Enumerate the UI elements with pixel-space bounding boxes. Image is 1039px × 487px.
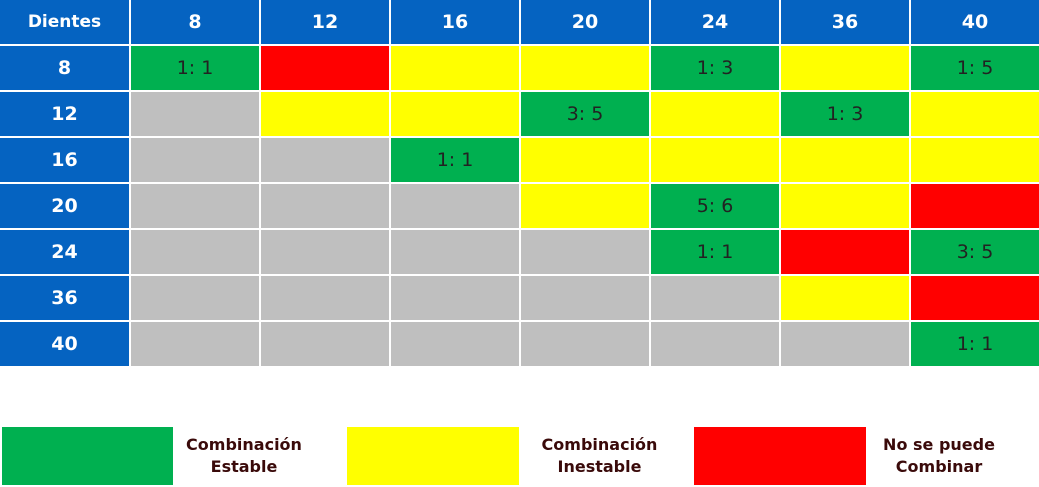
cell-24-8-na [131,230,259,274]
cell-8-24-stable: 1: 3 [651,46,779,90]
cell-12-20-stable: 3: 5 [521,92,649,136]
column-header-12: 12 [261,0,389,44]
cell-36-8-na [131,276,259,320]
cell-12-16-unstable [391,92,519,136]
column-header-24: 24 [651,0,779,44]
cell-8-36-unstable [781,46,909,90]
cell-24-16-na [391,230,519,274]
cell-40-24-na [651,322,779,366]
cell-20-36-unstable [781,184,909,228]
cell-8-40-stable: 1: 5 [911,46,1039,90]
row-header-24: 24 [0,230,129,274]
cell-16-20-unstable [521,138,649,182]
cell-12-12-unstable [261,92,389,136]
table-corner-label: Dientes [0,0,129,44]
legend-swatch-unstable [347,427,519,485]
legend-label-impossible-line1: No se puede [883,435,995,454]
cell-36-40-impossible [911,276,1039,320]
cell-16-36-unstable [781,138,909,182]
legend-label-stable: Combinación Estable [173,433,315,479]
cell-40-36-na [781,322,909,366]
column-header-40: 40 [911,0,1039,44]
cell-40-8-na [131,322,259,366]
legend: Combinación Estable Combinación Inestable … [0,427,1039,487]
cell-36-24-na [651,276,779,320]
column-header-20: 20 [521,0,649,44]
cell-16-8-na [131,138,259,182]
column-header-36: 36 [781,0,909,44]
legend-label-impossible-line2: Combinar [895,457,983,476]
cell-24-40-stable: 3: 5 [911,230,1039,274]
legend-swatch-stable [2,427,173,485]
legend-swatch-impossible [694,427,866,485]
cell-24-20-na [521,230,649,274]
cell-8-8-stable: 1: 1 [131,46,259,90]
cell-16-16-stable: 1: 1 [391,138,519,182]
cell-20-12-na [261,184,389,228]
legend-label-unstable-line1: Combinación [541,435,658,454]
cell-36-36-unstable [781,276,909,320]
cell-40-16-na [391,322,519,366]
cell-36-16-na [391,276,519,320]
cell-24-12-na [261,230,389,274]
cell-16-40-unstable [911,138,1039,182]
cell-12-8-na [131,92,259,136]
cell-12-24-unstable [651,92,779,136]
column-header-16: 16 [391,0,519,44]
cell-24-36-impossible [781,230,909,274]
cell-8-12-impossible [261,46,389,90]
row-header-40: 40 [0,322,129,366]
legend-label-unstable: Combinación Inestable [527,433,672,479]
cell-20-8-na [131,184,259,228]
cell-36-12-na [261,276,389,320]
cell-40-40-stable: 1: 1 [911,322,1039,366]
cell-8-20-unstable [521,46,649,90]
cell-20-40-impossible [911,184,1039,228]
cell-12-36-stable: 1: 3 [781,92,909,136]
row-header-12: 12 [0,92,129,136]
cell-20-16-na [391,184,519,228]
cell-8-16-unstable [391,46,519,90]
cell-16-24-unstable [651,138,779,182]
row-header-16: 16 [0,138,129,182]
row-header-20: 20 [0,184,129,228]
legend-label-stable-line2: Estable [210,457,278,476]
legend-label-unstable-line2: Inestable [557,457,642,476]
cell-40-20-na [521,322,649,366]
legend-label-stable-line1: Combinación [186,435,302,454]
cell-36-20-na [521,276,649,320]
row-header-36: 36 [0,276,129,320]
cell-40-12-na [261,322,389,366]
cell-16-12-na [261,138,389,182]
column-header-8: 8 [131,0,259,44]
cell-24-24-stable: 1: 1 [651,230,779,274]
cell-12-40-unstable [911,92,1039,136]
legend-label-impossible: No se puede Combinar [866,433,1012,479]
cell-20-24-stable: 5: 6 [651,184,779,228]
cell-20-20-unstable [521,184,649,228]
row-header-8: 8 [0,46,129,90]
